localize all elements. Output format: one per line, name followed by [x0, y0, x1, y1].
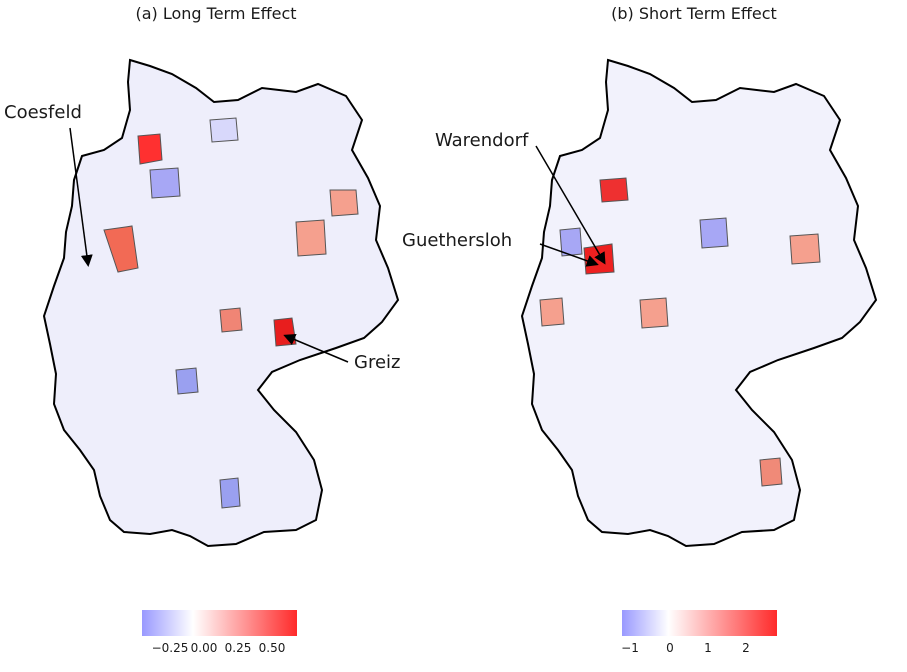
cbar-a-tick-2: 0.00: [190, 641, 218, 655]
colorbar-b: [622, 610, 777, 636]
district-b-6: [639, 297, 669, 329]
district-a-2: [103, 225, 139, 273]
district-a-10: [209, 117, 239, 143]
district-a-1: [137, 133, 163, 165]
panel-b-title: (b) Short Term Effect: [611, 4, 777, 23]
cbar-a-tick-1: −0.25: [151, 641, 189, 655]
district-a-9: [329, 189, 359, 217]
district-b-7: [699, 217, 729, 249]
district-a-7: [175, 367, 199, 395]
label-warendorf: Warendorf: [435, 130, 529, 151]
warendorf-arrow: [535, 145, 606, 265]
map-a: [42, 58, 400, 548]
cbar-b-tick-3: 1: [704, 641, 712, 655]
germany-outline-a: [42, 58, 400, 548]
label-guethersloh: Guethersloh: [402, 230, 513, 251]
map-b: [520, 58, 878, 548]
colorbar-a: [142, 610, 297, 636]
district-b-5: [789, 233, 821, 265]
district-b-4: [539, 297, 565, 327]
cbar-b-tick-2: 0: [666, 641, 674, 655]
district-a-3: [273, 317, 297, 347]
cbar-a-tick-4: 0.50: [258, 641, 286, 655]
coesfeld-arrow: [69, 127, 93, 267]
district-b-1: [599, 177, 629, 203]
cbar-b-tick-1: −1: [621, 641, 639, 655]
guethersloh-arrow: [539, 243, 599, 267]
label-greiz: Greiz: [354, 352, 401, 373]
district-b-8: [559, 227, 583, 257]
district-a-5: [295, 219, 327, 257]
panel-a-title: (a) Long Term Effect: [135, 4, 297, 23]
germany-outline-b: [520, 58, 878, 548]
label-coesfeld: Coesfeld: [4, 102, 82, 123]
cbar-b-tick-4: 2: [742, 641, 750, 655]
district-a-6: [219, 307, 243, 333]
greiz-arrow: [283, 333, 349, 363]
district-b-3: [759, 457, 783, 487]
district-a-4: [149, 167, 181, 199]
district-b-2: [583, 243, 615, 275]
cbar-a-tick-3: 0.25: [224, 641, 252, 655]
district-a-8: [219, 477, 241, 509]
